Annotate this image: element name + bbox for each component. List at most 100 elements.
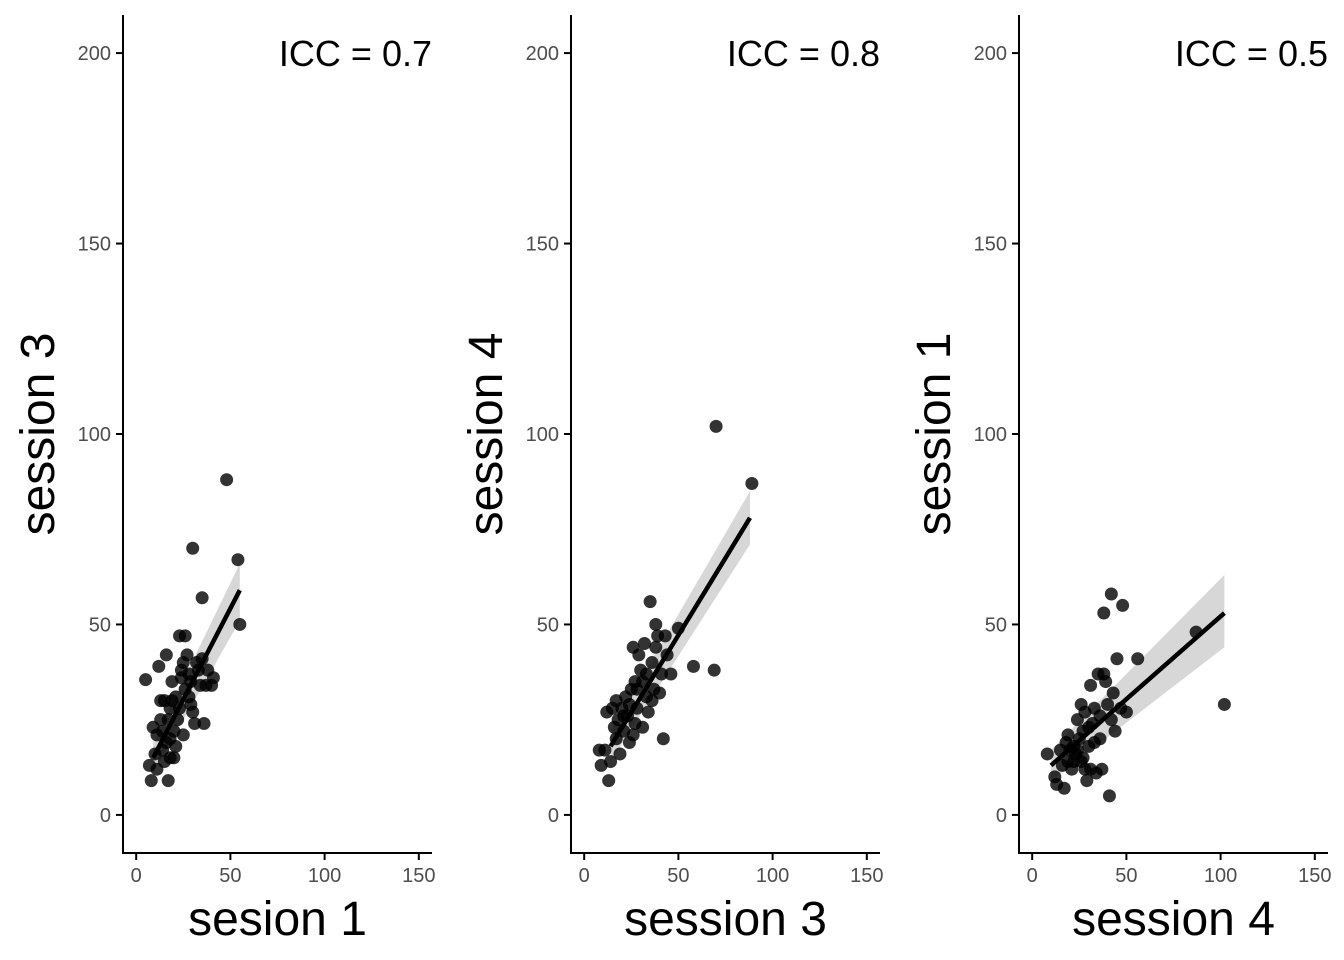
data-point [176, 656, 190, 670]
data-point [1084, 762, 1098, 776]
data-point [1095, 762, 1109, 776]
y-tick-label: 150 [526, 234, 559, 256]
data-point [709, 419, 723, 433]
data-point [643, 595, 657, 609]
x-tick-label: 50 [667, 865, 689, 887]
data-point [159, 648, 173, 662]
data-point [178, 629, 192, 643]
y-tick-label: 50 [89, 614, 111, 636]
data-point [197, 716, 211, 730]
data-point [206, 671, 220, 685]
data-point [745, 477, 759, 491]
x-axis-title: sesion 1 [188, 893, 367, 946]
data-point [1110, 652, 1124, 666]
data-point [1102, 789, 1116, 803]
y-tick-label: 200 [526, 43, 559, 65]
data-point [707, 663, 721, 677]
x-tick-label: 50 [1115, 865, 1137, 887]
data-point [195, 591, 209, 605]
y-tick-label: 100 [78, 424, 111, 446]
data-point [139, 673, 153, 687]
y-tick-label: 0 [100, 805, 111, 827]
data-point [1084, 678, 1098, 692]
y-axis-title: session 3 [12, 333, 65, 536]
y-axis-title: session 1 [908, 333, 961, 536]
icc-annotation: ICC = 0.7 [279, 33, 432, 74]
data-point [649, 640, 663, 654]
x-axis-title: session 3 [624, 893, 827, 946]
panel-3: 0 50 100 150 200 0 50 100 150 session 4 session 1 I… [908, 15, 1331, 946]
regression-line [608, 516, 752, 748]
x-axis-title: session 4 [1072, 893, 1275, 946]
data-point [186, 541, 200, 555]
y-axis-title: session 4 [460, 333, 513, 536]
x-tick-label: 50 [219, 865, 241, 887]
x-tick-label: 100 [1204, 865, 1237, 887]
y-tick-label: 150 [78, 234, 111, 256]
y-tick-label: 50 [537, 614, 559, 636]
x-tick-label: 150 [402, 865, 435, 887]
y-tick-label: 200 [974, 43, 1007, 65]
data-point [167, 751, 181, 765]
data-point [1131, 652, 1145, 666]
data-point [1099, 675, 1113, 689]
data-point [637, 637, 651, 650]
data-point [154, 713, 168, 727]
icc-annotation: ICC = 0.8 [727, 33, 880, 74]
data-point [152, 659, 166, 673]
y-tick-label: 100 [526, 424, 559, 446]
data-point [1057, 781, 1071, 795]
data-point [626, 640, 640, 654]
panel-1: 0 50 100 150 200 0 50 100 150 sesion 1 session 3 IC… [12, 15, 435, 946]
icc-annotation: ICC = 0.5 [1175, 33, 1328, 74]
data-point [656, 732, 670, 746]
data-point [1067, 755, 1081, 769]
data-point [220, 473, 234, 487]
data-point [1101, 697, 1115, 711]
data-point [628, 716, 642, 730]
y-tick-label: 200 [78, 43, 111, 65]
x-tick-label: 150 [1298, 865, 1331, 887]
data-point [658, 629, 672, 643]
data-point [176, 728, 190, 742]
data-point [602, 774, 616, 788]
data-point [664, 667, 678, 681]
data-point [1106, 686, 1120, 700]
data-point [233, 617, 247, 631]
data-point [604, 755, 618, 769]
data-point [161, 774, 175, 788]
data-point [641, 705, 655, 719]
data-point [645, 694, 659, 708]
regression-line [151, 589, 242, 759]
data-point [639, 667, 653, 681]
y-tick-label: 100 [974, 424, 1007, 446]
x-tick-label: 150 [850, 865, 883, 887]
y-tick-label: 50 [985, 614, 1007, 636]
data-point [1119, 705, 1133, 719]
data-point [1080, 774, 1094, 788]
panel-2: 0 50 100 150 200 0 50 100 150 session 3 session 4 I… [460, 15, 883, 946]
x-tick-label: 0 [579, 865, 590, 887]
y-tick-label: 0 [548, 805, 559, 827]
data-point [144, 774, 158, 788]
data-point [184, 697, 198, 711]
data-point [188, 716, 202, 730]
data-point [231, 553, 245, 567]
data-point [626, 728, 640, 742]
data-point [1108, 724, 1122, 738]
data-point [1097, 606, 1111, 620]
data-point [1087, 736, 1101, 750]
x-tick-label: 100 [756, 865, 789, 887]
y-tick-label: 0 [996, 805, 1007, 827]
x-tick-label: 0 [1027, 865, 1038, 887]
regression-line [1049, 611, 1226, 768]
data-point [1040, 747, 1054, 761]
data-point [598, 743, 612, 757]
data-point [1104, 587, 1118, 601]
data-point [1116, 598, 1130, 612]
data-point [613, 747, 627, 761]
data-point [645, 656, 659, 670]
data-point [1061, 728, 1075, 742]
data-point [1217, 697, 1231, 711]
